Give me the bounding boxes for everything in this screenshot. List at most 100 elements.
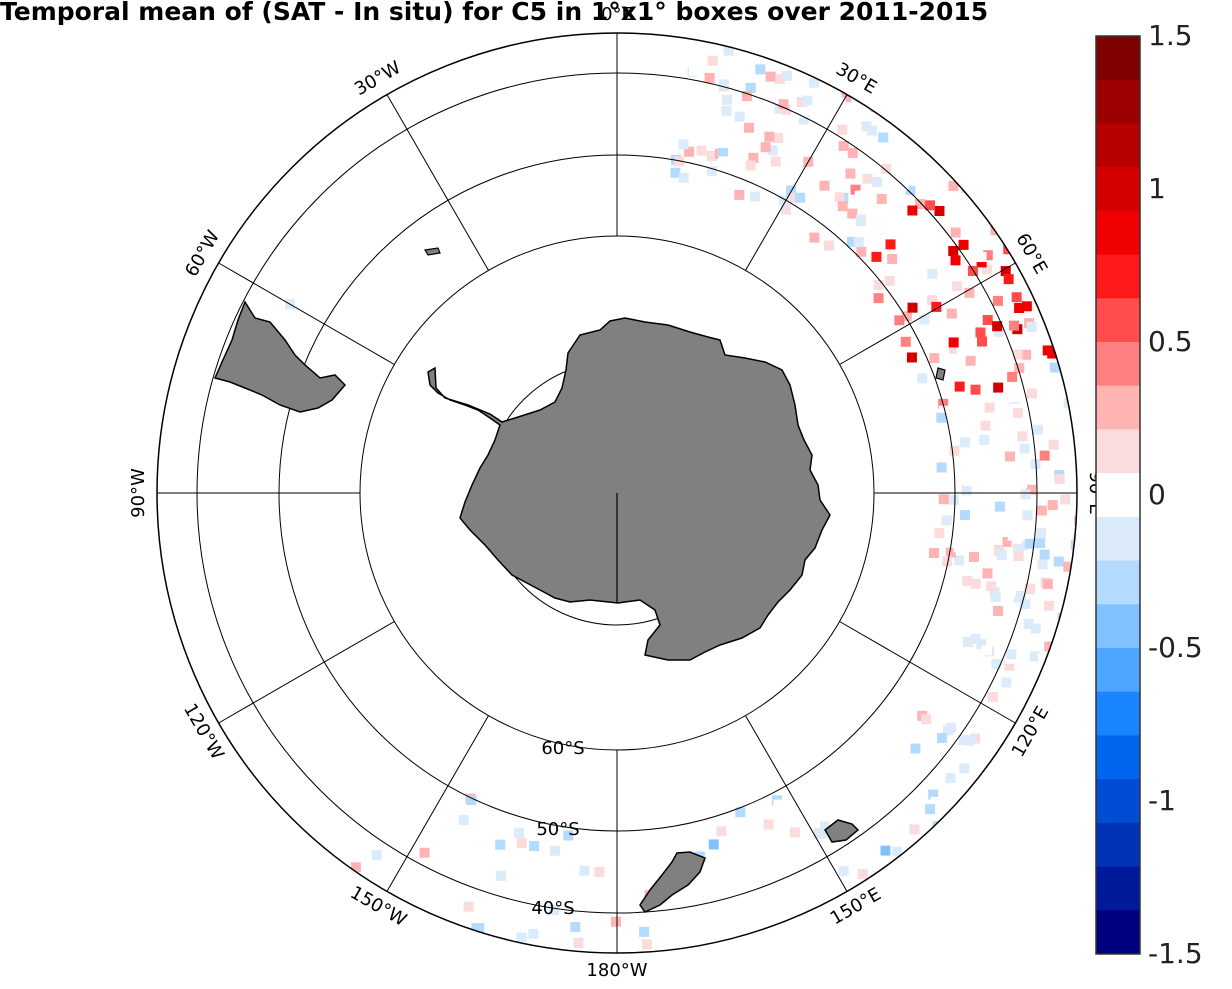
data-cell [1022, 510, 1033, 521]
data-cell [907, 302, 918, 313]
data-cell [798, 114, 809, 125]
data-cell [991, 659, 1002, 670]
data-cell [780, 104, 791, 115]
data-cell [1029, 651, 1040, 662]
data-cell [829, 814, 840, 825]
data-cell [716, 826, 727, 837]
data-cell [463, 901, 474, 912]
data-cell [735, 807, 746, 818]
data-cell [1014, 760, 1025, 771]
data-cell [854, 190, 865, 201]
data-cell [982, 250, 993, 261]
data-cell [793, 169, 804, 180]
data-cell [718, 156, 729, 167]
data-cell [773, 133, 784, 144]
data-cell [838, 141, 849, 152]
data-cell [1033, 424, 1044, 435]
data-cell [876, 193, 887, 204]
data-cell [570, 922, 581, 933]
data-cell [976, 639, 987, 650]
data-cell [982, 539, 993, 550]
data-cell [949, 827, 960, 838]
data-cell [921, 714, 932, 725]
data-cell [993, 326, 1004, 337]
data-cell [790, 203, 801, 214]
data-cell [948, 494, 959, 505]
data-cell [1017, 478, 1028, 489]
data-cell [1053, 556, 1064, 567]
data-cell [841, 92, 852, 103]
data-cell [946, 308, 957, 319]
data-cell [650, 867, 661, 878]
data-cell [516, 838, 527, 849]
data-cell [892, 846, 903, 857]
data-cell [1006, 606, 1017, 617]
data-cell [934, 205, 945, 216]
small-island [424, 247, 441, 256]
data-cell [982, 314, 993, 325]
data-cell [1006, 649, 1017, 660]
data-cell [745, 160, 756, 171]
data-cell [948, 245, 959, 256]
data-cell [998, 558, 1009, 569]
data-cell [985, 452, 996, 463]
data-cell [861, 121, 872, 132]
data-cell [1049, 362, 1060, 373]
data-cell [880, 845, 891, 856]
data-cell [734, 189, 745, 200]
data-cell [471, 923, 482, 934]
data-cell [366, 921, 377, 932]
data-cell [958, 734, 969, 745]
data-cell [960, 510, 971, 521]
data-cell [809, 232, 820, 243]
data-cell [832, 89, 843, 100]
data-cell [964, 287, 975, 298]
data-cell [965, 355, 976, 366]
data-cell [894, 315, 905, 326]
new-zealand-land [639, 851, 706, 913]
data-cell [927, 268, 938, 279]
data-cell [1003, 274, 1014, 285]
data-cell [1024, 538, 1035, 549]
data-cell [1036, 527, 1047, 538]
data-cell [764, 131, 775, 142]
data-cell [818, 915, 829, 926]
data-cell [573, 937, 584, 948]
data-cell [689, 65, 700, 76]
data-cell [774, 74, 785, 85]
data-cell [803, 916, 814, 927]
data-cell [950, 227, 961, 238]
data-cell [938, 700, 949, 711]
data-cell [1012, 349, 1023, 360]
data-cell [937, 733, 948, 744]
data-cell [958, 239, 969, 250]
data-cell [961, 182, 972, 193]
colorbar-tick-label: -0.5 [1148, 631, 1203, 664]
data-cell [1019, 443, 1030, 454]
data-cell [795, 192, 806, 203]
data-cell [775, 51, 786, 62]
data-cell [763, 819, 774, 830]
data-cell [975, 327, 986, 338]
data-cell [734, 111, 745, 122]
data-cell [971, 806, 982, 817]
longitude-label: 120°W [179, 700, 228, 764]
colorbar-tick-label: 0.5 [1148, 325, 1193, 358]
data-cell [906, 352, 917, 363]
data-cell [1063, 602, 1074, 613]
data-cell [579, 865, 590, 876]
data-cell [992, 321, 1003, 332]
data-cell [1044, 672, 1055, 683]
colorbar-tick-label: 0 [1148, 478, 1166, 511]
data-cell [887, 254, 898, 265]
data-cell [516, 932, 527, 943]
colorbar [1095, 35, 1141, 955]
data-cell [528, 928, 539, 939]
data-cell [1011, 536, 1022, 547]
data-cell [984, 402, 995, 413]
data-cell [738, 941, 749, 952]
data-cell [964, 475, 975, 486]
data-cell [835, 97, 846, 108]
data-cell [1043, 600, 1054, 611]
data-cell [550, 845, 561, 856]
